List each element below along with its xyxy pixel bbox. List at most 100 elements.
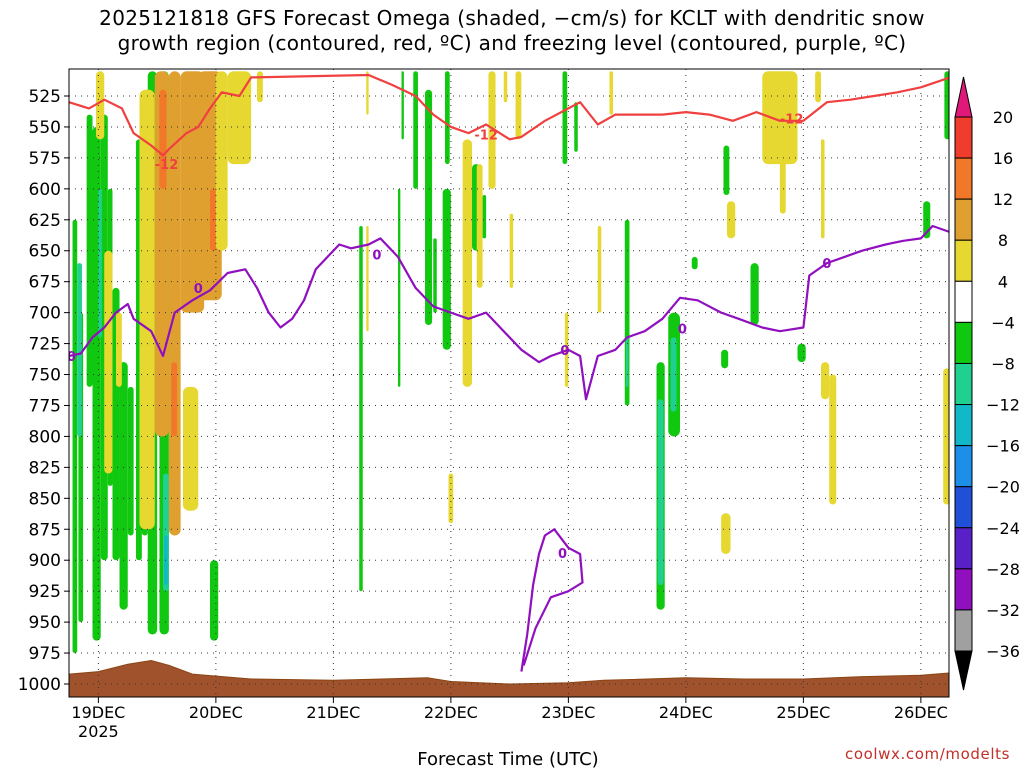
omega-region <box>670 337 677 412</box>
omega-region <box>462 139 473 387</box>
omega-region <box>171 362 178 437</box>
colorbar-label: −4 <box>991 313 1015 332</box>
colorbar-label: 8 <box>998 231 1008 250</box>
omega-region <box>127 386 134 536</box>
y-tick-label: 675 <box>29 273 61 293</box>
y-tick-label: 975 <box>29 644 61 664</box>
contours: -12 -12 -12 0 0 0 0 0 0 0 <box>67 73 949 672</box>
y-tick-label: 625 <box>29 211 61 231</box>
y-tick-label: 1000 <box>18 675 61 695</box>
omega-region <box>425 89 433 326</box>
credit-link[interactable]: coolwx.com/modelts <box>845 745 1010 763</box>
omega-region <box>691 256 698 270</box>
x-tick-label: 20DEC <box>189 703 243 722</box>
chart-title-line-1: 2025121818 GFS Forecast Omega (shaded, −… <box>99 6 925 30</box>
colorbar-label: 16 <box>993 149 1013 168</box>
colorbar-label: 20 <box>993 108 1013 127</box>
omega-region <box>821 139 825 239</box>
colorbar-label: −12 <box>986 396 1020 415</box>
contour-label: 0 <box>560 344 569 359</box>
colorbar-label: −16 <box>986 437 1020 456</box>
omega-region <box>509 213 514 288</box>
colorbar-segment <box>954 404 973 447</box>
omega-region <box>104 250 113 474</box>
colorbar-segment <box>954 198 973 241</box>
y-tick-label: 725 <box>29 335 61 355</box>
omega-region <box>821 362 830 400</box>
omega-region <box>96 71 105 140</box>
omega-region <box>727 201 736 239</box>
colorbar-segment <box>954 362 973 406</box>
omega-region <box>442 188 451 350</box>
y-axis: 525 550 575 600 625 650 675 700 725 750 775 800 825 8… <box>18 87 69 695</box>
colorbar-segment <box>954 568 973 611</box>
omega-region <box>116 312 122 387</box>
y-tick-label: 550 <box>29 118 61 138</box>
omega-region <box>227 71 252 165</box>
omega-region <box>398 188 401 387</box>
omega-region <box>182 386 199 511</box>
y-tick-label: 925 <box>29 582 61 602</box>
omega-region <box>482 195 487 239</box>
y-tick-label: 525 <box>29 87 61 107</box>
omega-region <box>943 368 949 505</box>
colorbar-segment <box>954 321 973 364</box>
y-tick-label: 650 <box>29 242 61 262</box>
contour-label: 0 <box>67 350 76 365</box>
colorbar-label: 4 <box>998 272 1008 291</box>
omega-region <box>401 71 404 140</box>
x-year-label: 2025 <box>78 722 119 741</box>
terrain-area <box>69 659 949 697</box>
omega-region <box>359 225 363 592</box>
omega-region <box>625 337 629 387</box>
omega-region <box>72 219 78 654</box>
x-axis: 19DEC 20DEC 21DEC 22DEC 23DEC 24DEC 25DEC 26DEC… <box>71 697 948 741</box>
omega-region <box>797 343 806 363</box>
omega-region <box>366 71 369 115</box>
y-tick-label: 875 <box>29 520 61 540</box>
omega-region <box>448 473 454 524</box>
freezing-level-low-contour <box>520 528 584 672</box>
contour-label: 0 <box>372 248 381 263</box>
colorbar-top-arrow <box>954 76 973 118</box>
omega-region <box>657 399 664 585</box>
omega-region <box>98 188 102 338</box>
colorbar-segment <box>954 486 973 529</box>
omega-region <box>597 225 602 313</box>
colorbar-bottom-arrow <box>954 650 973 691</box>
omega-region <box>779 139 786 214</box>
omega-region <box>215 71 228 251</box>
terrain-fill <box>69 659 949 697</box>
colorbar-label: 12 <box>993 190 1013 209</box>
omega-region <box>829 374 837 505</box>
contour-label: 0 <box>194 282 203 297</box>
y-tick-label: 950 <box>29 613 61 633</box>
x-tick-label: 26DEC <box>894 703 948 722</box>
plot-frame <box>68 68 950 698</box>
y-tick-label: 825 <box>29 458 61 478</box>
contour-label: -12 <box>474 128 498 143</box>
omega-region <box>815 71 821 103</box>
colorbar-label: −20 <box>986 478 1020 497</box>
omega-region <box>86 114 93 387</box>
colorbar-segment <box>954 280 973 323</box>
colorbar: 20 16 12 8 4 −4 −8 −12 −16 −20 −24 −28 −32 −36 <box>954 76 1020 691</box>
colorbar-label: −28 <box>986 560 1020 579</box>
omega-shading <box>72 71 949 654</box>
x-tick-label: 25DEC <box>776 703 830 722</box>
y-tick-label: 850 <box>29 489 61 509</box>
x-tick-label: 24DEC <box>659 703 713 722</box>
colorbar-label: −36 <box>986 642 1020 661</box>
x-tick-label: 23DEC <box>541 703 595 722</box>
y-tick-label: 600 <box>29 180 61 200</box>
contour-label: 0 <box>822 257 831 272</box>
omega-region <box>119 362 128 610</box>
contour-label: 0 <box>558 547 567 562</box>
omega-region <box>721 349 729 369</box>
omega-region <box>139 89 155 530</box>
y-tick-label: 750 <box>29 366 61 386</box>
x-axis-label: Forecast Time (UTC) <box>417 749 598 768</box>
dgz-minus12-contour <box>69 73 949 157</box>
omega-region <box>257 71 263 103</box>
